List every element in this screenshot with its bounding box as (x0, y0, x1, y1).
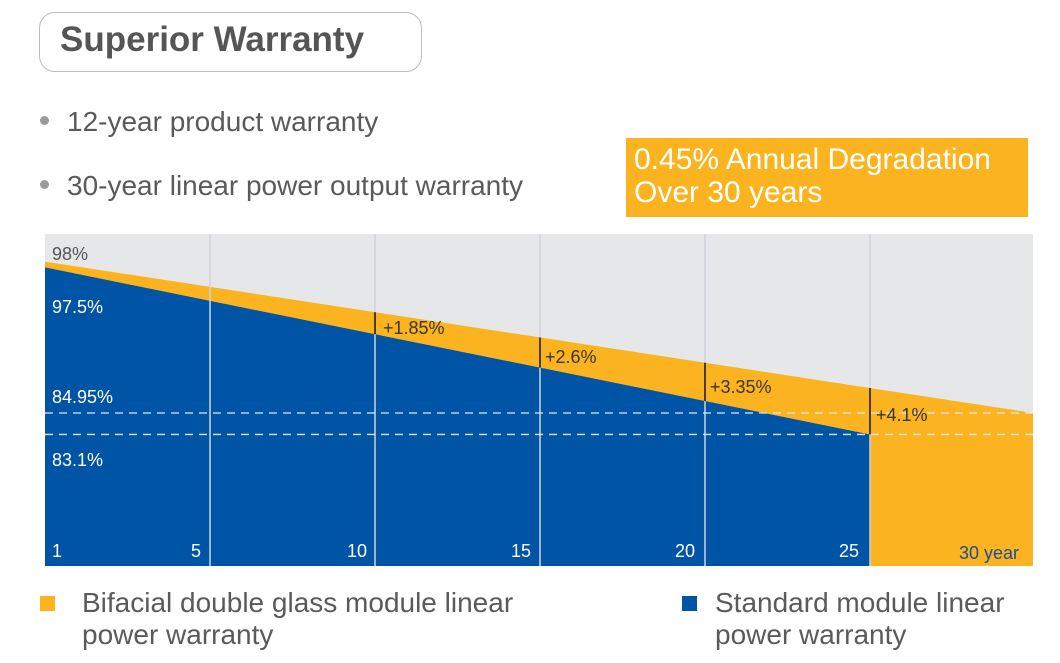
x-tick-15: 15 (511, 541, 532, 561)
gain-label-20: +3.35% (710, 377, 772, 397)
gain-label-10: +1.85% (383, 318, 445, 338)
legend-bifacial: Bifacial double glass module linear powe… (82, 587, 514, 650)
x-tick-1: 1 (52, 541, 63, 561)
gain-label-25: +4.1% (876, 405, 928, 425)
callout-line-2: Over 30 years (634, 176, 823, 209)
degradation-callout: 0.45% Annual Degradation Over 30 years (626, 138, 1028, 217)
callout-line-1: 0.45% Annual Degradation (634, 143, 991, 176)
legend-standard: Standard module linear power warranty (715, 587, 1005, 650)
x-tick-10: 10 (347, 541, 368, 561)
gain-label-15: +2.6% (545, 347, 597, 367)
label-98: 98% (52, 244, 89, 264)
title-box (39, 12, 422, 72)
x-tick-25: 25 (839, 541, 860, 561)
legend-swatch-bifacial (40, 596, 55, 611)
bullet-power-warranty: 30-year linear power output warranty (40, 170, 523, 202)
label-83-1: 83.1% (52, 450, 104, 470)
label-84-95: 84.95% (52, 387, 114, 407)
label-97-5: 97.5% (52, 297, 104, 317)
page-title: Superior Warranty (60, 20, 365, 59)
bullet-icon (40, 180, 49, 190)
bullet-product-warranty: 12-year product warranty (40, 106, 378, 138)
x-tick-30: 30 year (959, 543, 1020, 563)
legend-swatch-standard (682, 596, 697, 611)
x-tick-5: 5 (191, 541, 202, 561)
bullet-icon (40, 116, 49, 126)
x-tick-20: 20 (675, 541, 696, 561)
standard-area (45, 267, 870, 566)
